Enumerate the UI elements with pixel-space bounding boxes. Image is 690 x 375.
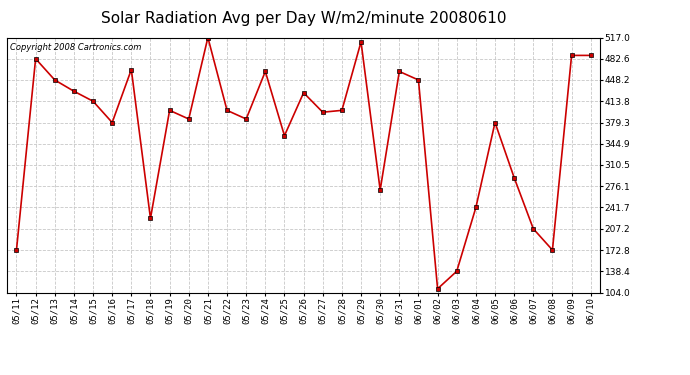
- Text: Copyright 2008 Cartronics.com: Copyright 2008 Cartronics.com: [10, 43, 141, 52]
- Text: Solar Radiation Avg per Day W/m2/minute 20080610: Solar Radiation Avg per Day W/m2/minute …: [101, 11, 506, 26]
